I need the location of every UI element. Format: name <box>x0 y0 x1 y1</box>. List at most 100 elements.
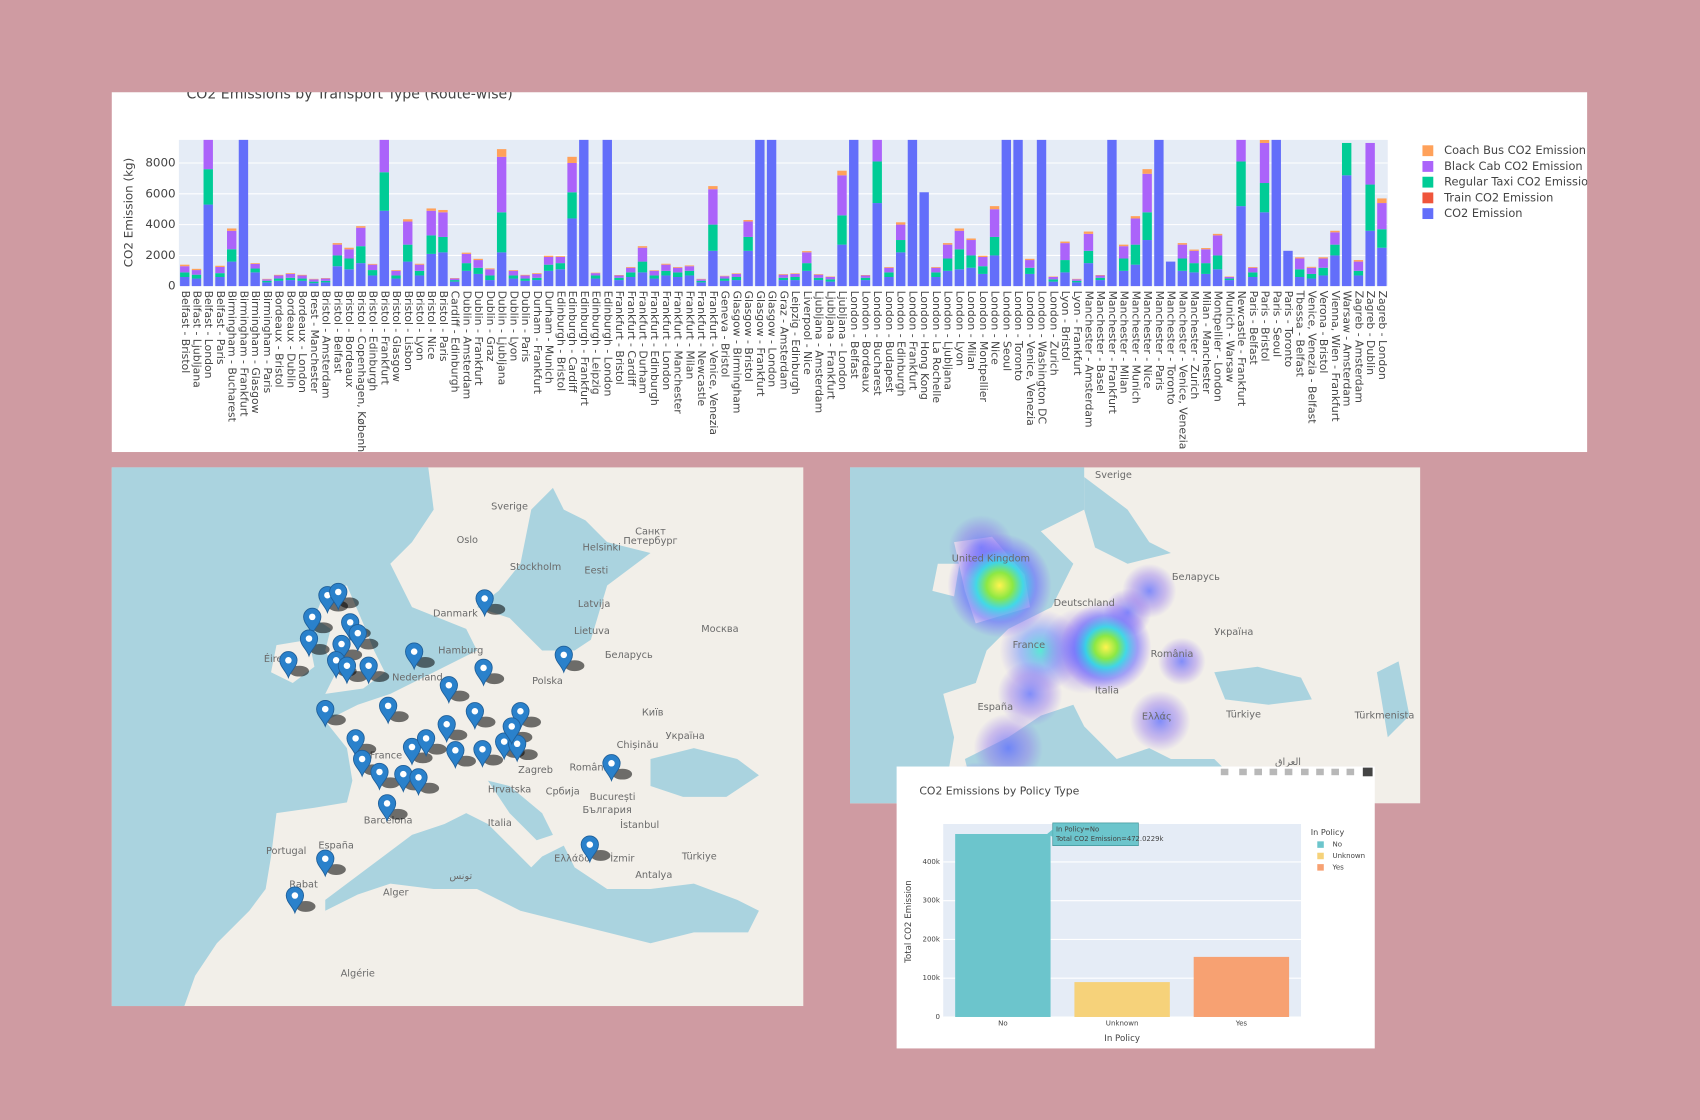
marker-dot[interactable] <box>322 705 329 713</box>
marker-dot[interactable] <box>305 635 313 642</box>
markers-map[interactable]: Sverige Oslo Stockholm Helsinki Eesti СанктПе… <box>111 467 804 1007</box>
map-marker[interactable] <box>409 768 428 797</box>
modebar-button[interactable] <box>1301 768 1309 776</box>
marker-dot[interactable] <box>346 619 354 626</box>
legend-label[interactable]: Regular Taxi CO2 Emission <box>1444 175 1595 189</box>
marker-pin[interactable] <box>502 717 521 746</box>
marker-pin[interactable] <box>409 768 428 797</box>
marker-pin[interactable] <box>316 699 335 728</box>
marker-pin[interactable] <box>370 762 389 791</box>
marker-dot[interactable] <box>285 657 292 664</box>
marker-dot[interactable] <box>365 662 372 669</box>
legend-item[interactable]: Black Cab CO2 Emission <box>1422 159 1583 173</box>
map-marker[interactable] <box>316 849 335 878</box>
modebar-button[interactable] <box>1331 768 1339 776</box>
marker-pin[interactable] <box>475 589 494 618</box>
legend-swatch[interactable] <box>1422 176 1434 188</box>
map-marker[interactable] <box>439 676 458 704</box>
modebar-button[interactable] <box>1254 768 1262 776</box>
marker-pin[interactable] <box>377 794 397 823</box>
marker-pin[interactable] <box>348 624 367 652</box>
legend-item[interactable]: Train CO2 Emission <box>1422 190 1553 204</box>
bar[interactable] <box>1074 982 1170 1017</box>
legend-swatch[interactable] <box>1422 208 1434 220</box>
map-marker[interactable] <box>394 765 413 793</box>
map-marker[interactable] <box>602 754 621 782</box>
marker-pin[interactable] <box>285 886 305 915</box>
map-marker[interactable] <box>580 835 599 864</box>
marker-dot[interactable] <box>513 740 521 748</box>
marker-dot[interactable] <box>443 721 450 728</box>
map-marker[interactable] <box>475 589 494 618</box>
map-marker[interactable] <box>402 737 422 766</box>
legend-label[interactable]: Black Cab CO2 Emission <box>1444 159 1582 173</box>
modebar-button[interactable] <box>1269 768 1278 776</box>
map-marker[interactable] <box>329 582 348 611</box>
marker-dot[interactable] <box>332 657 340 664</box>
marker-pin[interactable] <box>299 629 319 658</box>
map-marker[interactable] <box>405 642 424 671</box>
marker-dot[interactable] <box>291 892 299 899</box>
marker-pin[interactable] <box>437 715 456 743</box>
marker-pin[interactable] <box>316 849 335 878</box>
marker-pin[interactable] <box>580 835 599 864</box>
modebar-button[interactable] <box>1239 768 1247 776</box>
marker-pin[interactable] <box>416 729 436 758</box>
marker-dot[interactable] <box>308 613 316 621</box>
map-marker[interactable] <box>474 658 493 687</box>
marker-pin[interactable] <box>346 729 365 758</box>
marker-dot[interactable] <box>480 664 487 672</box>
marker-pin[interactable] <box>473 740 492 768</box>
legend-item[interactable]: Coach Bus CO2 Emission <box>1422 143 1586 157</box>
legend-label[interactable]: Coach Bus CO2 Emission <box>1444 143 1586 157</box>
map-marker[interactable] <box>303 607 322 636</box>
map-marker[interactable] <box>446 741 465 769</box>
marker-pin[interactable] <box>303 607 322 636</box>
modebar-button[interactable] <box>1362 767 1373 777</box>
modebar-button[interactable] <box>1316 768 1324 776</box>
map-marker[interactable] <box>285 886 305 915</box>
map-marker[interactable] <box>437 715 456 743</box>
marker-dot[interactable] <box>400 770 407 778</box>
marker-pin[interactable] <box>379 696 398 725</box>
marker-pin[interactable] <box>402 737 422 766</box>
map-marker[interactable] <box>359 656 378 685</box>
marker-dot[interactable] <box>358 755 366 763</box>
marker-pin[interactable] <box>353 749 372 778</box>
map-marker[interactable] <box>473 740 492 768</box>
map-marker[interactable] <box>299 629 319 658</box>
map-marker[interactable] <box>495 732 514 761</box>
marker-dot[interactable] <box>354 629 362 637</box>
modebar-button[interactable] <box>1284 768 1293 776</box>
marker-pin[interactable] <box>279 651 298 680</box>
bar[interactable] <box>1193 956 1290 1017</box>
marker-dot[interactable] <box>422 735 430 742</box>
marker-dot[interactable] <box>586 841 594 848</box>
marker-dot[interactable] <box>608 760 615 767</box>
marker-dot[interactable] <box>338 640 345 648</box>
marker-dot[interactable] <box>471 707 479 715</box>
legend-label[interactable]: Yes <box>1331 862 1344 871</box>
marker-dot[interactable] <box>517 707 524 715</box>
marker-dot[interactable] <box>335 588 342 596</box>
marker-dot[interactable] <box>410 648 418 655</box>
marker-dot[interactable] <box>408 743 416 751</box>
legend-item[interactable]: CO2 Emission <box>1422 206 1522 220</box>
marker-dot[interactable] <box>322 855 329 862</box>
map-marker[interactable] <box>465 702 484 730</box>
map-marker[interactable] <box>370 762 389 791</box>
marker-pin[interactable] <box>465 702 484 730</box>
legend-swatch[interactable] <box>1317 841 1324 848</box>
marker-pin[interactable] <box>359 656 378 685</box>
legend-swatch[interactable] <box>1422 192 1434 204</box>
density-map[interactable]: Sverige United Kingdom Deutschland Беларусь… <box>850 467 1421 810</box>
legend-label[interactable]: Unknown <box>1332 851 1365 860</box>
marker-pin[interactable] <box>394 765 413 793</box>
marker-pin[interactable] <box>405 642 424 671</box>
marker-dot[interactable] <box>508 723 515 730</box>
marker-dot[interactable] <box>452 747 459 754</box>
marker-pin[interactable] <box>337 656 357 685</box>
marker-dot[interactable] <box>343 662 351 669</box>
legend-swatch[interactable] <box>1317 864 1324 871</box>
modebar[interactable] <box>1220 767 1373 777</box>
